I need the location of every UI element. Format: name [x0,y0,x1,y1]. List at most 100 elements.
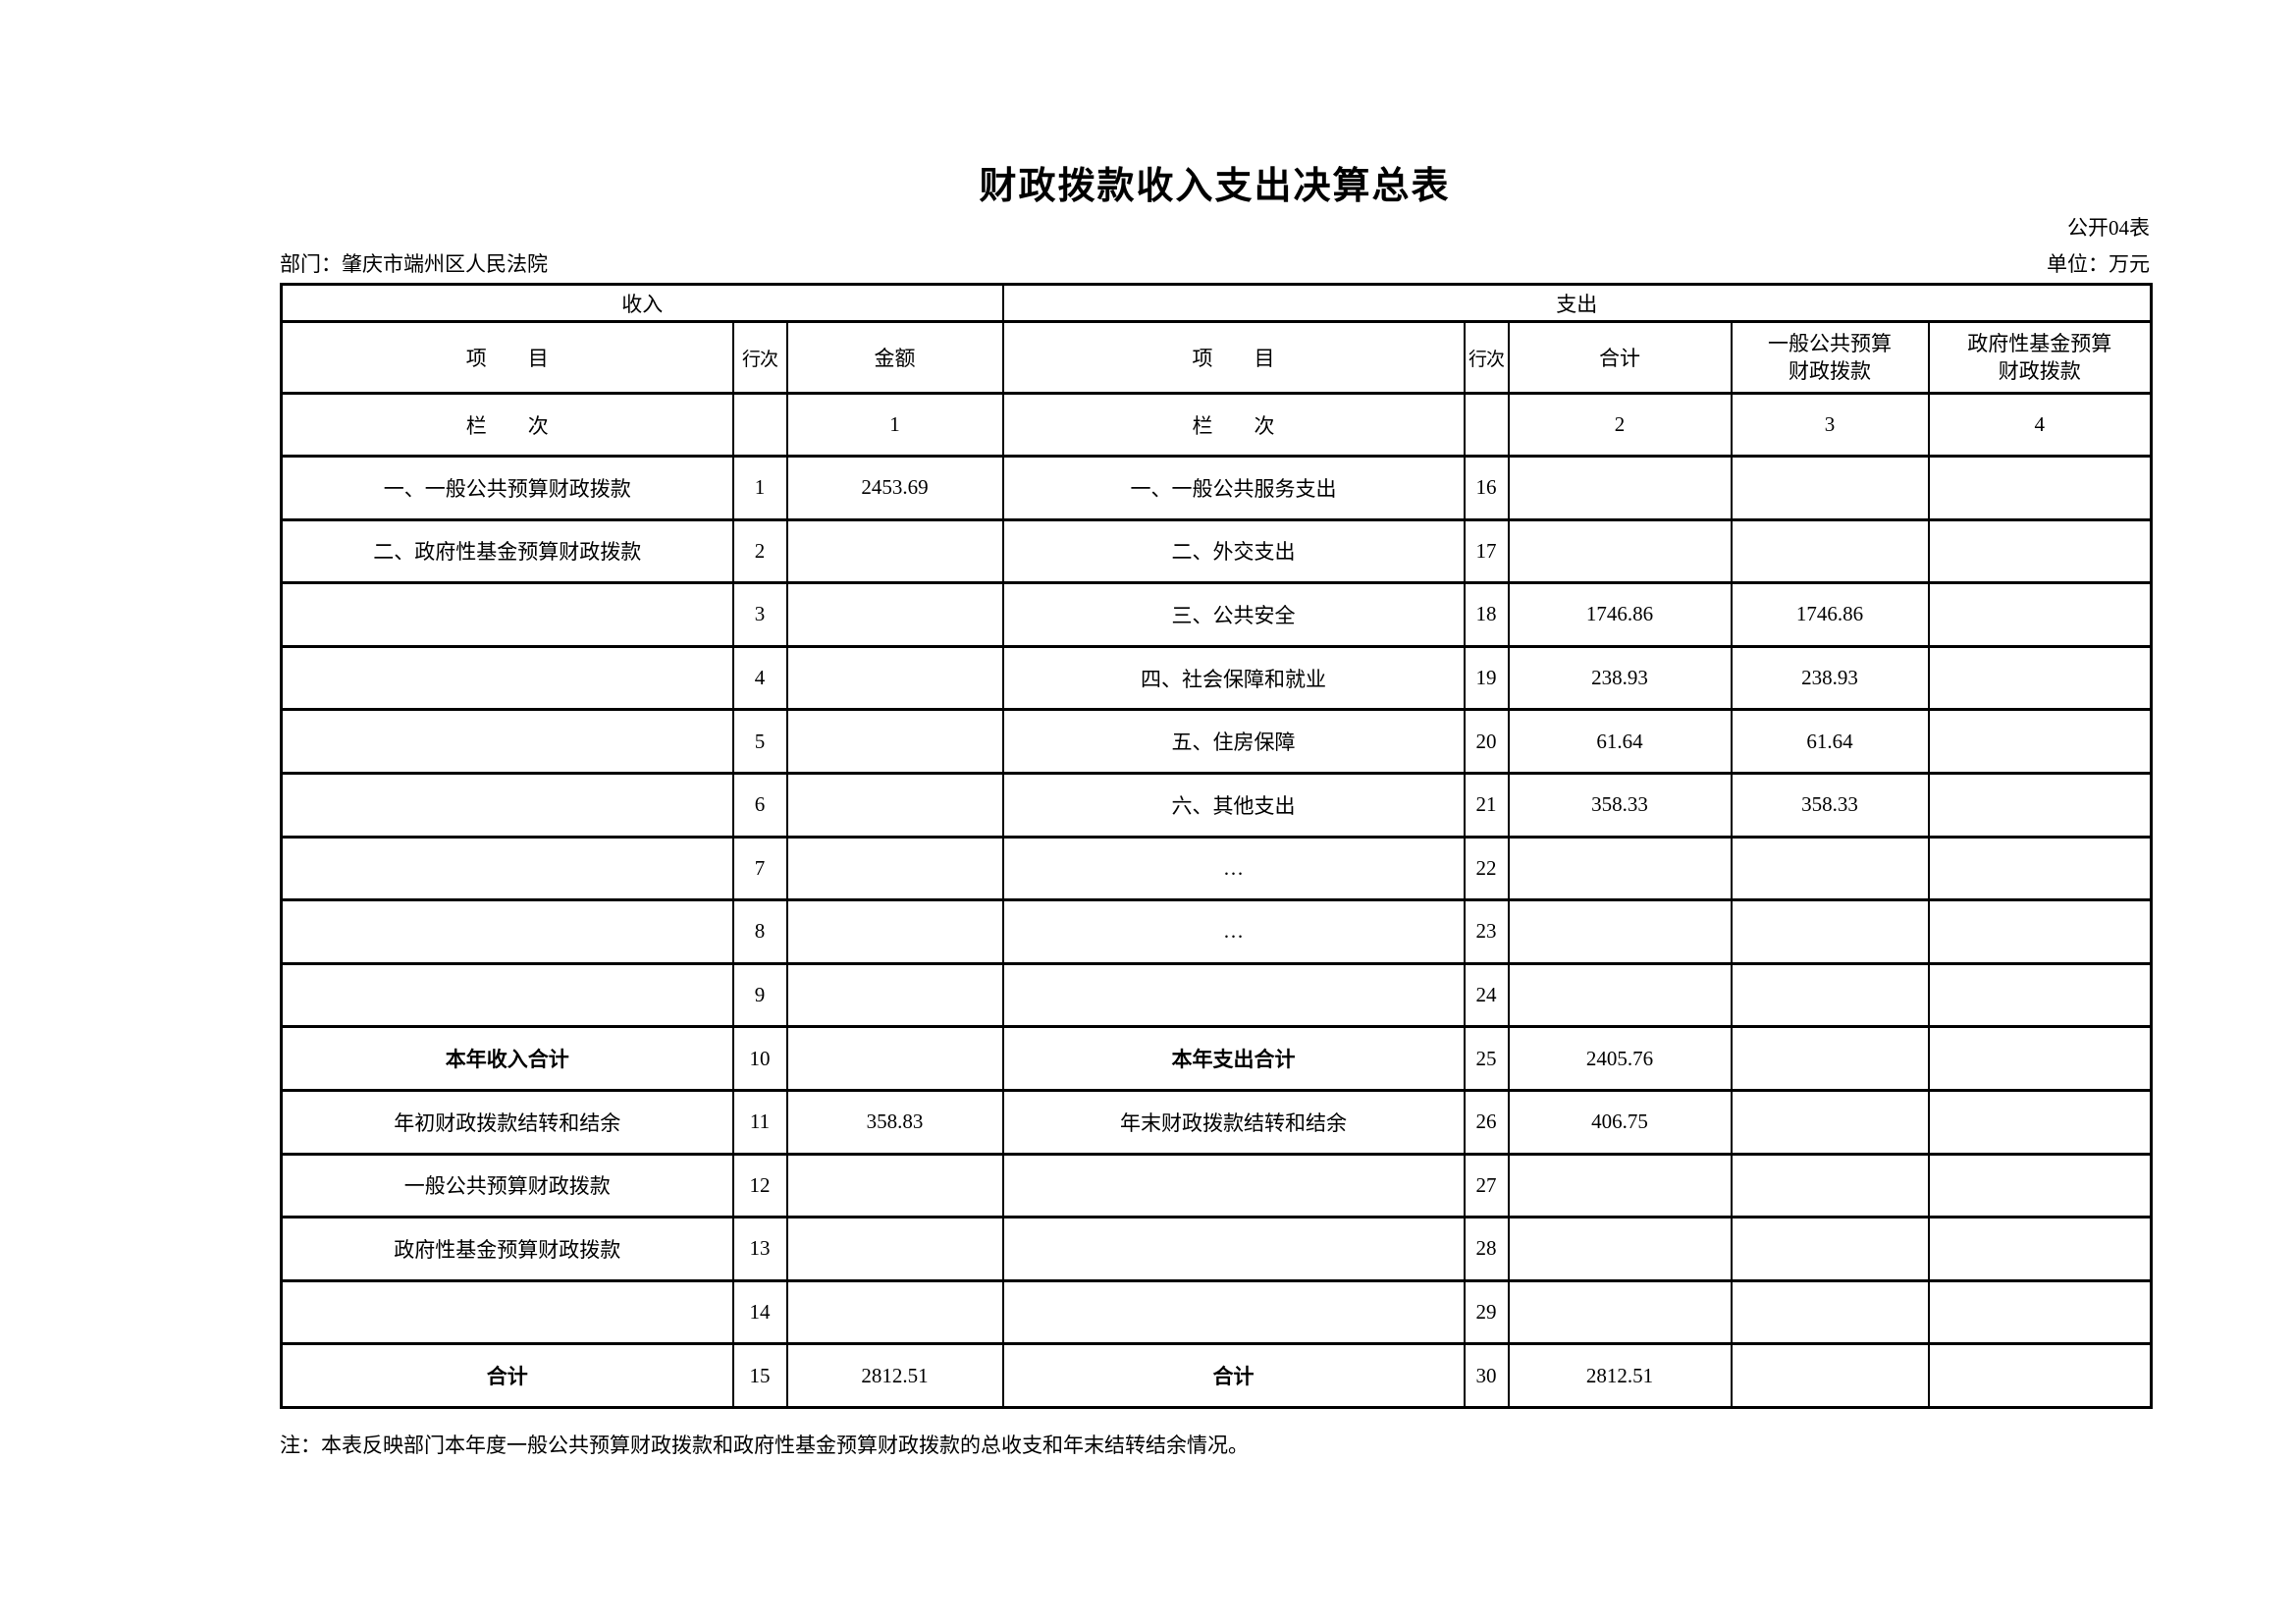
expense-total-cell [1507,1152,1733,1219]
income-line-cell: 11 [731,1088,788,1156]
gov-fund-cell [1927,455,2153,521]
expense-total-cell [1507,898,1733,965]
expense-item-cell: 五、住房保障 [1001,708,1466,775]
department-label: 部门：肇庆市端州区人民法院 [280,252,548,276]
table-row: 9 24 [280,961,2153,1029]
expense-item-cell: 年末财政拨款结转和结余 [1001,1088,1466,1156]
general-budget-cell [1730,1216,1930,1282]
income-item-cell [280,961,734,1029]
gov-fund-cell [1927,581,2153,648]
expense-line-cell: 28 [1463,1216,1510,1282]
expense-item-cell: 二、外交支出 [1001,517,1466,585]
income-amount-cell [785,961,1004,1029]
table-row: 5 五、住房保障 20 61.64 61.64 [280,708,2153,775]
general-budget-cell [1730,898,1930,965]
expense-line-cell: 25 [1463,1025,1510,1092]
income-amount-cell [785,517,1004,585]
expense-total-cell: 2405.76 [1507,1025,1733,1092]
table-row: 14 29 [280,1278,2153,1346]
expense-line-header: 行次 [1463,320,1510,395]
table-row-subtotal: 本年收入合计 10 本年支出合计 25 2405.76 [280,1025,2153,1092]
income-item-cell [280,708,734,775]
expense-item-cell: 四、社会保障和就业 [1001,644,1466,712]
gov-fund-cell [1927,961,2153,1029]
gov-fund-cell [1927,708,2153,775]
income-amount-cell [785,1152,1004,1219]
income-item-cell: 一、一般公共预算财政拨款 [280,455,734,521]
expense-line-cell: 23 [1463,898,1510,965]
income-item-cell [280,835,734,902]
income-line-cell: 3 [731,581,788,648]
expense-item-cell: 本年支出合计 [1001,1025,1466,1092]
general-budget-header: 一般公共预算 财政拨款 [1730,320,1930,395]
column-index-2: 2 [1507,392,1733,458]
income-line-cell: 15 [731,1342,788,1409]
column-index-1: 1 [785,392,1004,458]
table-row: 8 … 23 [280,898,2153,965]
income-amount-cell: 2812.51 [785,1342,1004,1409]
income-amount-cell [785,1025,1004,1092]
expense-total-header: 合计 [1507,320,1733,395]
expense-total-cell [1507,1278,1733,1346]
column-index-3: 3 [1730,392,1930,458]
income-line-cell: 4 [731,644,788,712]
general-budget-cell [1730,835,1930,902]
income-item-header: 项 目 [280,320,734,395]
expense-line-cell: 27 [1463,1152,1510,1219]
expense-line-cell: 24 [1463,961,1510,1029]
income-line-cell: 8 [731,898,788,965]
form-number-label: 公开04表 [2067,216,2150,240]
gov-fund-cell [1927,1152,2153,1219]
expense-item-cell [1001,1152,1466,1219]
income-item-cell: 合计 [280,1342,734,1409]
income-line-cell: 6 [731,771,788,839]
income-line-cell: 13 [731,1216,788,1282]
gov-fund-cell [1927,1025,2153,1092]
table-row: 3 三、公共安全 18 1746.86 1746.86 [280,581,2153,648]
expense-item-cell [1001,1216,1466,1282]
table-row: 6 六、其他支出 21 358.33 358.33 [280,771,2153,839]
gov-fund-cell [1927,1342,2153,1409]
table-row: 一、一般公共预算财政拨款 1 2453.69 一、一般公共服务支出 16 [280,455,2153,521]
column-index-4: 4 [1927,392,2153,458]
expense-line-cell: 30 [1463,1342,1510,1409]
general-budget-cell: 358.33 [1730,771,1930,839]
income-item-cell: 政府性基金预算财政拨款 [280,1216,734,1282]
expense-item-cell [1001,1278,1466,1346]
gov-fund-cell [1927,644,2153,712]
general-budget-cell: 61.64 [1730,708,1930,775]
income-line-cell: 9 [731,961,788,1029]
column-header-row: 项 目 行次 金额 项 目 行次 合计 一般公共预算 财政拨款 政府性基金预算 … [280,320,2153,395]
table-row: 年初财政拨款结转和结余 11 358.83 年末财政拨款结转和结余 26 406… [280,1088,2153,1156]
expense-line-cell: 19 [1463,644,1510,712]
expense-section-header: 支出 [1001,283,2153,323]
general-budget-cell [1730,1088,1930,1156]
table-row: 二、政府性基金预算财政拨款 2 二、外交支出 17 [280,517,2153,585]
expense-item-cell: 一、一般公共服务支出 [1001,455,1466,521]
income-amount-cell [785,898,1004,965]
expense-item-cell: … [1001,835,1466,902]
empty-cell [1463,392,1510,458]
income-amount-cell [785,1278,1004,1346]
expense-total-cell: 406.75 [1507,1088,1733,1156]
income-line-cell: 5 [731,708,788,775]
expense-line-cell: 29 [1463,1278,1510,1346]
expense-line-cell: 21 [1463,771,1510,839]
gov-fund-cell [1927,517,2153,585]
empty-cell [731,392,788,458]
income-line-cell: 14 [731,1278,788,1346]
income-amount-cell: 358.83 [785,1088,1004,1156]
income-item-cell: 年初财政拨款结转和结余 [280,1088,734,1156]
expense-item-cell: 合计 [1001,1342,1466,1409]
gov-fund-cell [1927,1278,2153,1346]
general-budget-cell [1730,961,1930,1029]
income-item-cell [280,1278,734,1346]
unit-label: 单位：万元 [2047,252,2150,276]
expense-column-label: 栏 次 [1001,392,1466,458]
table-container: 收入 支出 项 目 行次 金额 项 目 行次 合计 一般公共预算 财政拨款 政府… [280,283,2154,1409]
income-line-cell: 10 [731,1025,788,1092]
table-row-grand-total: 合计 15 2812.51 合计 30 2812.51 [280,1342,2153,1409]
expense-total-cell: 2812.51 [1507,1342,1733,1409]
expense-line-cell: 22 [1463,835,1510,902]
